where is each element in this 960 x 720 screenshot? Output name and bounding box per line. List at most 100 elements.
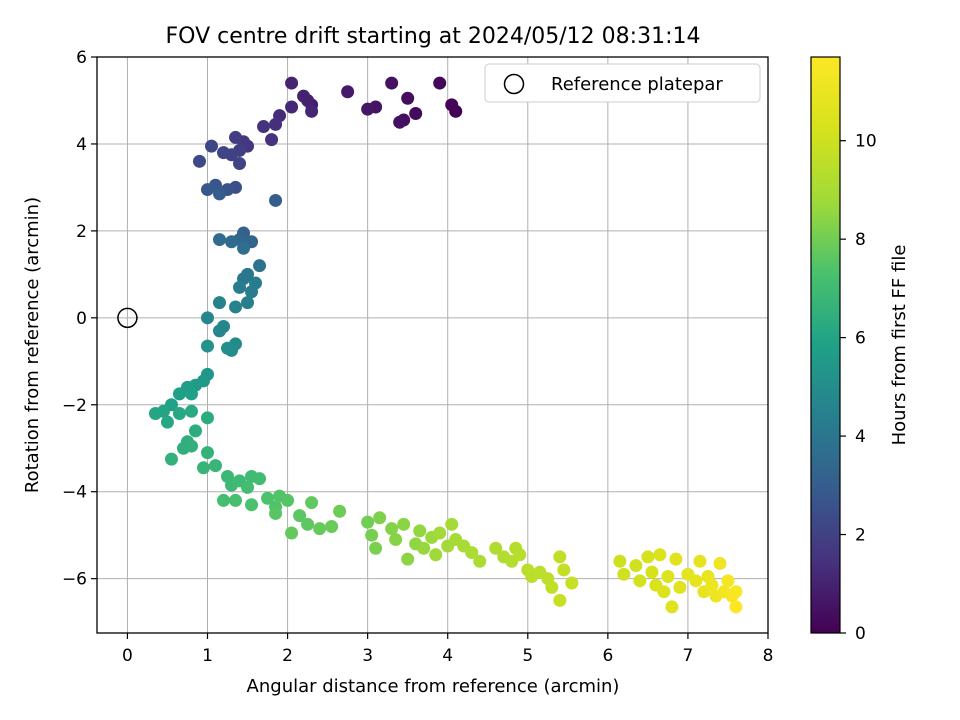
data-point xyxy=(229,130,243,144)
data-point xyxy=(209,459,223,473)
data-point xyxy=(397,517,411,531)
data-point xyxy=(200,339,214,353)
data-point xyxy=(693,554,707,568)
x-tick-label: 1 xyxy=(202,646,213,666)
data-point xyxy=(689,574,703,588)
x-tick-label: 7 xyxy=(683,646,694,666)
data-point xyxy=(293,509,307,523)
x-tick-label: 0 xyxy=(122,646,133,666)
data-point xyxy=(401,552,415,566)
data-point xyxy=(661,569,675,583)
data-point xyxy=(305,104,319,118)
data-point xyxy=(325,519,339,533)
legend-marker-open-circle xyxy=(503,73,525,95)
data-point xyxy=(205,139,219,153)
data-point xyxy=(545,580,559,594)
data-point xyxy=(333,504,347,518)
data-point xyxy=(429,548,443,562)
plot-frame xyxy=(96,56,769,634)
data-point xyxy=(160,415,174,429)
data-point xyxy=(285,100,299,114)
data-point xyxy=(385,522,399,536)
data-point xyxy=(285,76,299,90)
data-point xyxy=(281,493,295,507)
x-tick-label: 2 xyxy=(282,646,293,666)
data-point xyxy=(172,387,186,401)
data-point xyxy=(489,541,503,555)
data-point xyxy=(192,154,206,168)
data-point xyxy=(553,593,567,607)
data-point xyxy=(393,115,407,129)
data-point xyxy=(721,574,735,588)
data-point xyxy=(729,585,743,599)
data-point xyxy=(269,117,283,131)
colorbar-ticks: 0 2 4 6 8 10 xyxy=(840,132,877,644)
data-point xyxy=(253,259,267,273)
colorbar: 0 2 4 6 8 10 Hours from first FF file xyxy=(810,56,910,644)
data-point xyxy=(669,552,683,566)
data-point xyxy=(245,498,259,512)
data-point xyxy=(301,517,315,531)
grid-lines xyxy=(97,56,769,633)
data-point xyxy=(553,550,567,564)
data-point xyxy=(221,341,235,355)
colorbar-label: Hours from first FF file xyxy=(889,245,910,446)
data-point xyxy=(389,533,403,547)
data-point xyxy=(285,526,299,540)
data-point xyxy=(233,280,247,294)
data-point xyxy=(473,554,487,568)
data-points xyxy=(148,76,743,614)
data-point xyxy=(657,585,671,599)
data-point xyxy=(653,548,667,562)
data-point xyxy=(465,546,479,560)
data-point xyxy=(633,574,647,588)
legend: Reference platepar xyxy=(484,63,761,103)
data-point xyxy=(361,102,375,116)
data-point xyxy=(253,472,267,486)
data-point xyxy=(200,183,214,197)
legend-label: Reference platepar xyxy=(551,74,723,95)
y-tick-label: 6 xyxy=(76,48,87,68)
colorbar-tick-label: 0 xyxy=(855,624,866,644)
data-point xyxy=(401,91,415,105)
data-point xyxy=(729,600,743,614)
x-axis-label: Angular distance from reference (arcmin) xyxy=(247,676,620,697)
data-point xyxy=(245,285,259,299)
legend-box xyxy=(484,63,761,103)
data-point xyxy=(213,187,227,201)
data-point xyxy=(217,493,231,507)
data-point xyxy=(213,296,227,310)
data-point xyxy=(445,517,459,531)
data-point xyxy=(241,296,255,310)
y-axis-label: Rotation from reference (arcmin) xyxy=(22,197,43,493)
data-point xyxy=(217,146,231,160)
data-point xyxy=(413,524,427,538)
colorbar-gradient xyxy=(810,56,841,634)
data-point xyxy=(613,554,627,568)
data-point xyxy=(641,550,655,564)
x-tick-label: 5 xyxy=(522,646,533,666)
data-point xyxy=(233,157,247,171)
data-point xyxy=(313,522,327,536)
data-point xyxy=(365,528,379,542)
data-point xyxy=(265,133,279,147)
data-point xyxy=(369,541,383,555)
data-point xyxy=(629,559,643,573)
data-point xyxy=(645,565,659,579)
data-point xyxy=(241,480,255,494)
data-point xyxy=(184,439,198,453)
data-point xyxy=(237,241,251,255)
reference-platepar-marker xyxy=(117,307,138,329)
data-point xyxy=(385,76,399,90)
data-point xyxy=(213,233,227,247)
y-tick-label: 0 xyxy=(76,309,87,329)
data-point xyxy=(172,406,186,420)
data-point xyxy=(200,411,214,425)
data-point xyxy=(200,311,214,325)
data-point xyxy=(565,576,579,590)
data-point xyxy=(269,193,283,207)
x-tick-label: 3 xyxy=(362,646,373,666)
y-tick-label: −6 xyxy=(62,570,87,590)
data-point xyxy=(257,120,271,134)
x-tick-label: 6 xyxy=(602,646,613,666)
